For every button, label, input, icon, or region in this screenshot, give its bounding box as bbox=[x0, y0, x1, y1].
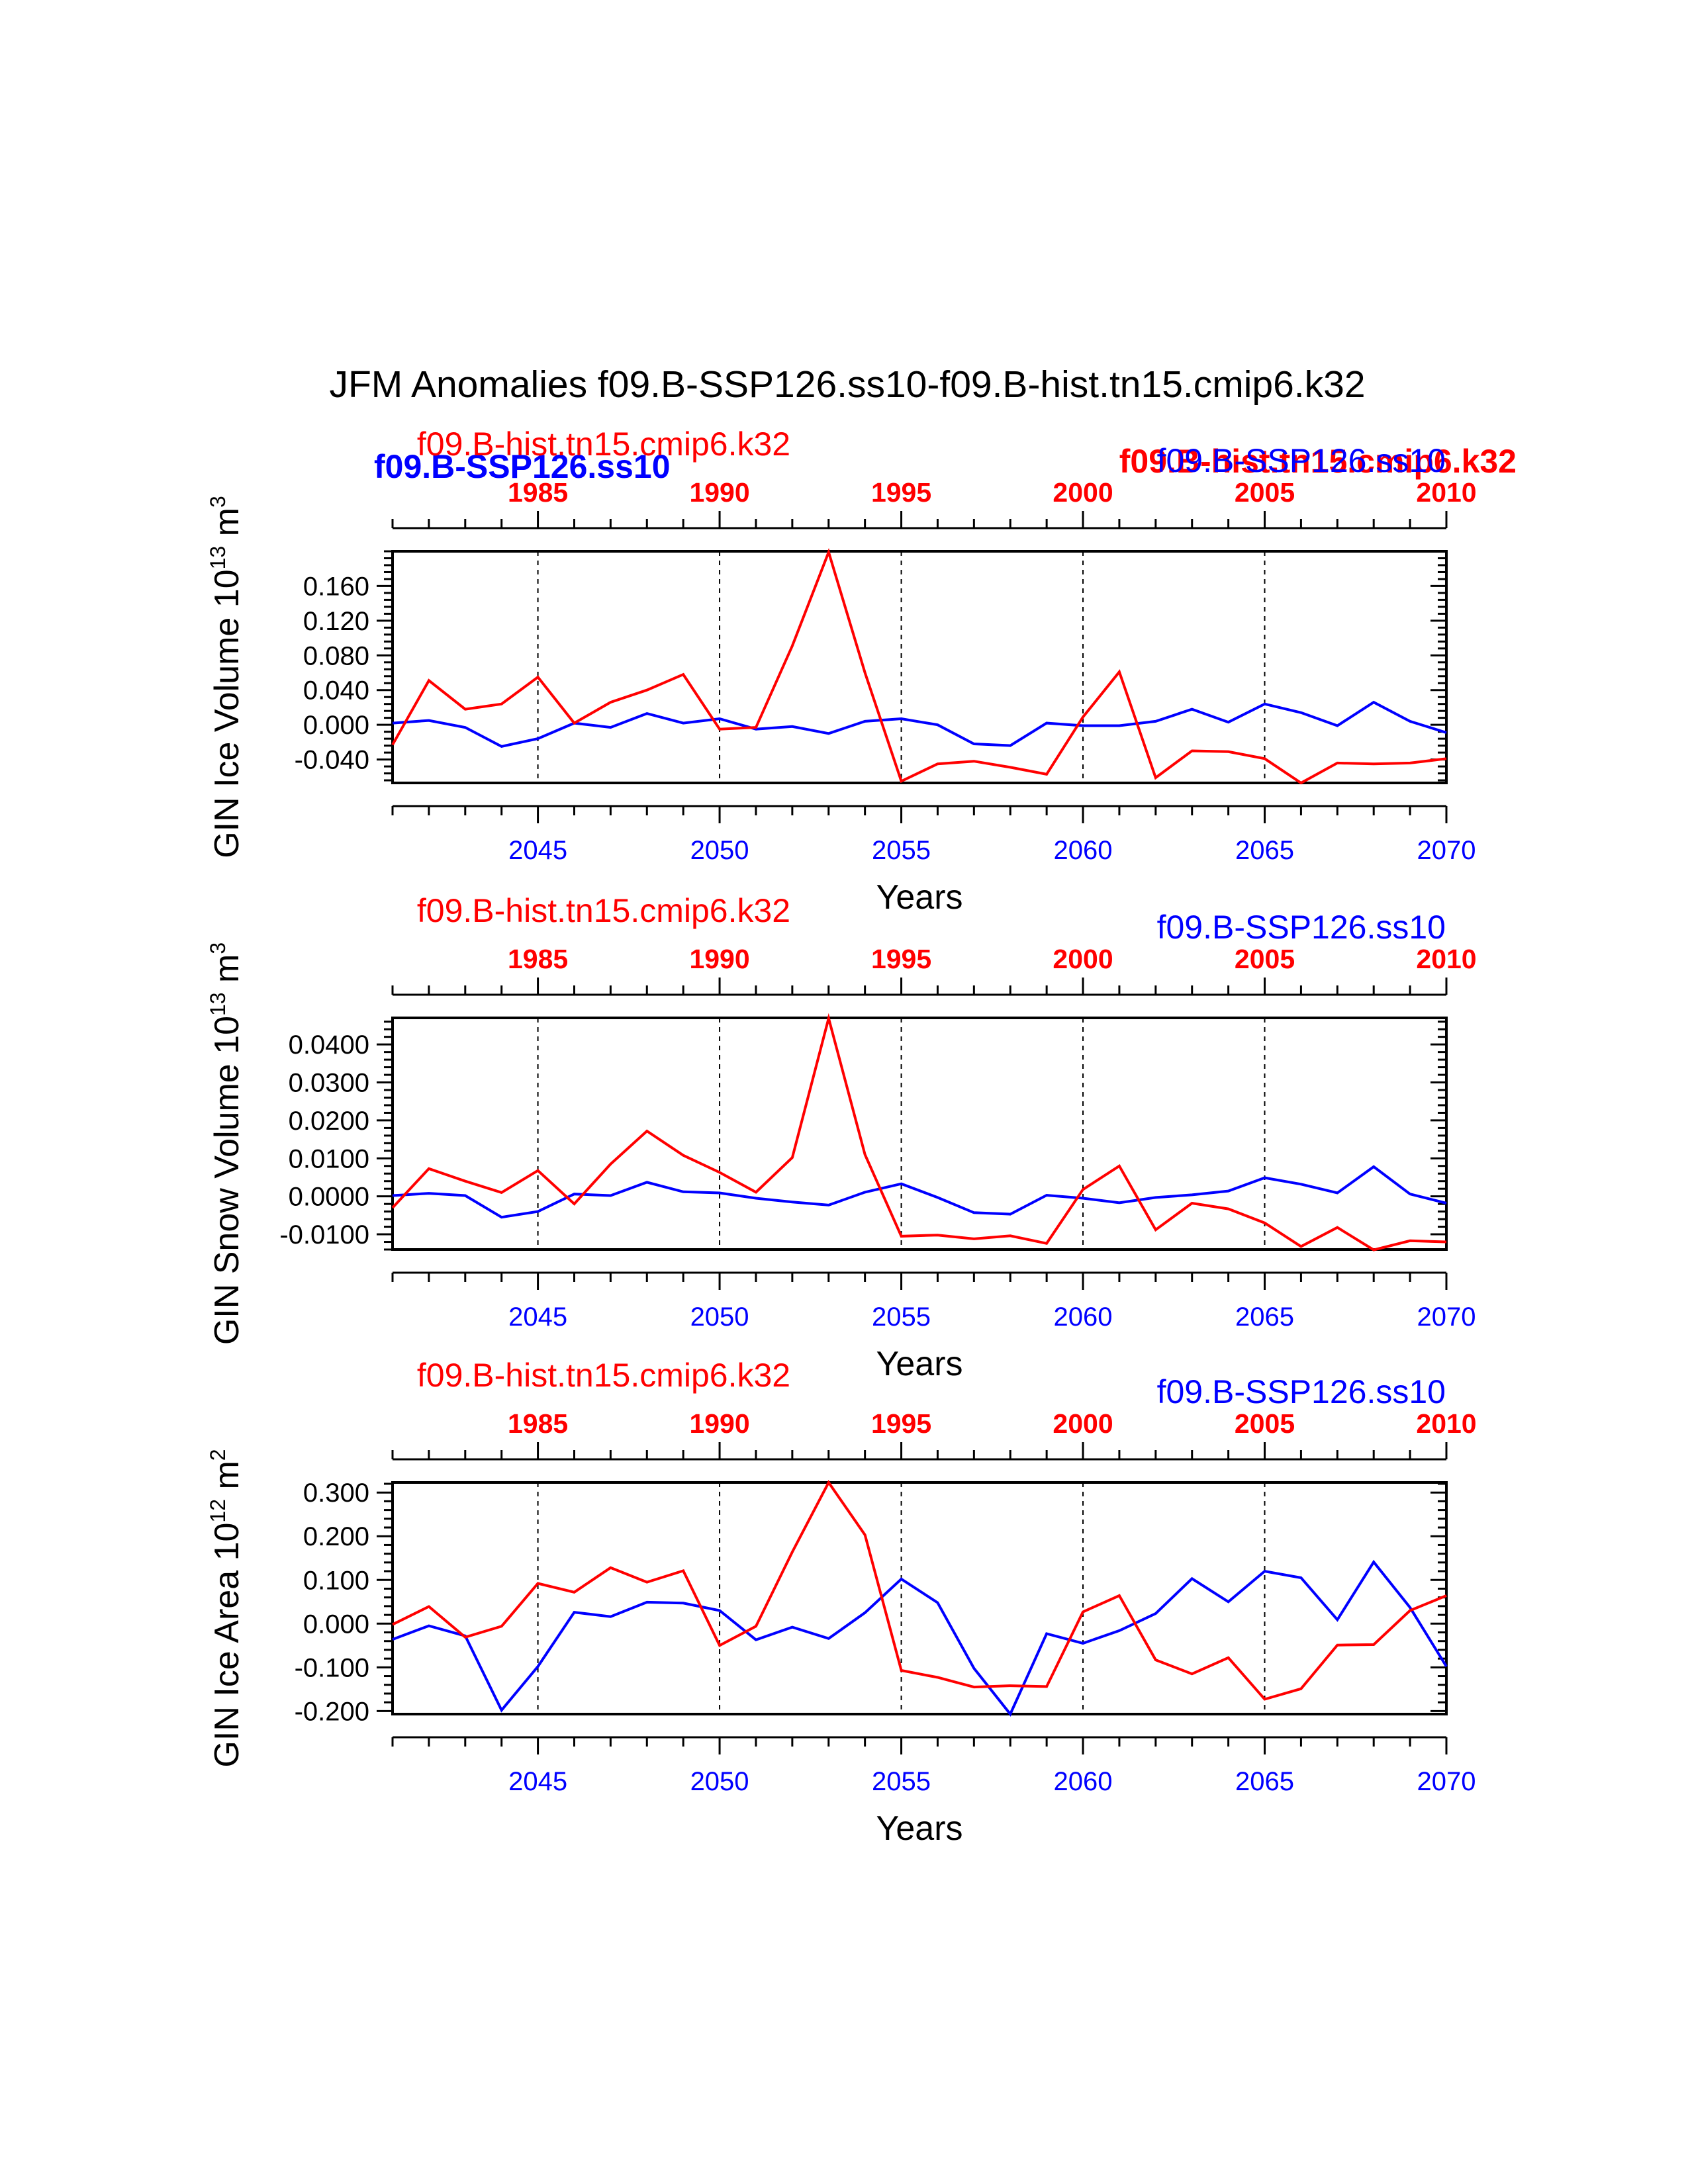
y-tick-label: 0.160 bbox=[303, 572, 369, 601]
top-tick-label: 1990 bbox=[689, 944, 749, 974]
top-tick-label: 1995 bbox=[871, 1408, 931, 1439]
bottom-tick-label: 2060 bbox=[1054, 836, 1113, 865]
y-axis-title-exponent: 13 bbox=[206, 992, 230, 1016]
bottom-tick-label: 2050 bbox=[690, 836, 749, 865]
top-tick-label: 1985 bbox=[508, 1408, 568, 1439]
top-tick-label: 2005 bbox=[1235, 944, 1295, 974]
bottom-tick-label: 2070 bbox=[1417, 1302, 1476, 1332]
bottom-tick-label: 2050 bbox=[690, 1302, 749, 1332]
top-tick-label: 2005 bbox=[1235, 477, 1295, 508]
figure-title: JFM Anomalies f09.B-SSP126.ss10-f09.B-hi… bbox=[329, 363, 1365, 406]
y-axis-title-exponent: 12 bbox=[206, 1499, 230, 1523]
series-line-ssp bbox=[392, 1165, 1447, 1219]
series-line-ssp bbox=[392, 700, 1447, 749]
y-tick-label: -0.040 bbox=[295, 746, 369, 775]
y-axis-title-unit: m bbox=[208, 954, 246, 993]
top-tick-label: 1990 bbox=[689, 1408, 749, 1439]
series-line-hist bbox=[391, 548, 1447, 785]
top-tick-label: 1985 bbox=[508, 477, 568, 508]
y-tick-label: 0.0200 bbox=[289, 1107, 369, 1136]
y-axis-title-text: GIN Snow Volume 10 bbox=[208, 1016, 246, 1345]
y-tick-label: 0.000 bbox=[303, 1610, 369, 1639]
y-axis-title-unit-exponent: 3 bbox=[206, 942, 230, 954]
chart-panel-2: 1985 1990 1995 2000 2005 2010 f09.B-hist.tn15.… bbox=[206, 892, 1477, 1383]
series-line-hist bbox=[392, 1480, 1447, 1701]
y-tick-label: -0.0100 bbox=[279, 1220, 369, 1250]
bottom-tick-label: 2055 bbox=[872, 1767, 931, 1796]
plot-frame bbox=[391, 1017, 1448, 1251]
top-tick-label: 2000 bbox=[1053, 944, 1113, 974]
top-tick-label: 2010 bbox=[1416, 1408, 1476, 1439]
top-tick-label: 2010 bbox=[1416, 477, 1476, 508]
bottom-tick-label: 2060 bbox=[1054, 1302, 1113, 1332]
y-tick-label: 0.120 bbox=[303, 607, 369, 636]
plot-frame bbox=[391, 550, 1448, 784]
series-label-ssp: f09.B-SSP126.ss10 bbox=[1157, 442, 1446, 479]
series-label-ssp: f09.B-SSP126.ss10 bbox=[1157, 1373, 1446, 1410]
bottom-tick-label: 2065 bbox=[1235, 836, 1294, 865]
chart-panel-1: 1985 1990 1995 2000 2005 2010 f09.B-hist.tn15.… bbox=[206, 426, 1477, 917]
y-tick-label: 0.040 bbox=[303, 676, 369, 705]
y-tick-label: 0.0000 bbox=[289, 1183, 369, 1212]
y-tick-label: 0.300 bbox=[303, 1479, 369, 1508]
top-tick-label: 2010 bbox=[1416, 944, 1476, 974]
x-axis-title: Years bbox=[876, 1345, 962, 1383]
y-tick-label: 0.200 bbox=[303, 1522, 369, 1551]
bottom-tick-label: 2055 bbox=[872, 1302, 931, 1332]
y-axis-title-text: GIN Ice Area 10 bbox=[208, 1523, 246, 1768]
bottom-tick-label: 2050 bbox=[690, 1767, 749, 1796]
y-tick-label: 0.0100 bbox=[289, 1144, 369, 1173]
bottom-tick-label: 2065 bbox=[1235, 1302, 1294, 1332]
bottom-tick-label: 2045 bbox=[508, 1767, 567, 1796]
y-tick-label: 0.080 bbox=[303, 641, 369, 670]
y-axis-title-unit: m bbox=[208, 508, 246, 546]
bold-overlay-left-label: f09.B-SSP126.ss10 bbox=[374, 448, 671, 485]
series-line-ssp bbox=[392, 1559, 1448, 1717]
top-tick-label: 1990 bbox=[689, 477, 749, 508]
x-axis-title: Years bbox=[876, 1809, 962, 1848]
top-tick-label: 1995 bbox=[871, 477, 931, 508]
series-label-hist: f09.B-hist.tn15.cmip6.k32 bbox=[417, 892, 790, 929]
top-tick-label: 2000 bbox=[1053, 1408, 1113, 1439]
bottom-tick-label: 2070 bbox=[1417, 1767, 1476, 1796]
y-tick-label: 0.100 bbox=[303, 1566, 369, 1595]
y-axis-title-unit: m bbox=[208, 1461, 246, 1499]
bottom-tick-label: 2045 bbox=[508, 1302, 567, 1332]
y-tick-label: 0.0400 bbox=[289, 1030, 369, 1060]
series-label-ssp: f09.B-SSP126.ss10 bbox=[1157, 909, 1446, 946]
y-axis-title: GIN Snow Volume 1013 m3 bbox=[206, 942, 246, 1345]
bottom-tick-label: 2060 bbox=[1054, 1767, 1113, 1796]
series-line-hist bbox=[391, 1013, 1447, 1251]
y-axis-title: GIN Ice Area 1012 m2 bbox=[206, 1449, 246, 1767]
bold-overlay-right-label: f09.B-hist.tn15.cmip6.k32 bbox=[1119, 443, 1517, 480]
y-axis-title: GIN Ice Volume 1013 m3 bbox=[206, 496, 246, 858]
top-tick-label: 1985 bbox=[508, 944, 568, 974]
panels: 1985 1990 1995 2000 2005 2010 f09.B-hist.tn15.… bbox=[206, 426, 1477, 1848]
chart-panel-3: 1985 1990 1995 2000 2005 2010 f09.B-hist.tn15.… bbox=[206, 1357, 1477, 1848]
top-tick-label: 2000 bbox=[1053, 477, 1113, 508]
bottom-tick-label: 2045 bbox=[508, 836, 567, 865]
bottom-tick-label: 2065 bbox=[1235, 1767, 1294, 1796]
series-label-hist: f09.B-hist.tn15.cmip6.k32 bbox=[417, 1357, 790, 1394]
top-tick-label: 1995 bbox=[871, 944, 931, 974]
y-tick-label: -0.100 bbox=[295, 1653, 369, 1682]
y-axis-title-exponent: 13 bbox=[206, 546, 230, 570]
top-tick-label: 2005 bbox=[1235, 1408, 1295, 1439]
plot-frame bbox=[391, 1481, 1448, 1715]
x-axis-title: Years bbox=[876, 878, 962, 917]
y-axis-title-unit-exponent: 3 bbox=[206, 496, 230, 508]
bottom-tick-label: 2070 bbox=[1417, 836, 1476, 865]
y-axis-title-unit-exponent: 2 bbox=[206, 1449, 230, 1461]
y-tick-label: 0.0300 bbox=[289, 1069, 369, 1098]
bottom-tick-label: 2055 bbox=[872, 836, 931, 865]
y-tick-label: -0.200 bbox=[295, 1697, 369, 1726]
y-tick-label: 0.000 bbox=[303, 711, 369, 740]
y-axis-title-text: GIN Ice Volume 10 bbox=[208, 569, 246, 858]
series-label-hist: f09.B-hist.tn15.cmip6.k32 bbox=[417, 426, 790, 463]
